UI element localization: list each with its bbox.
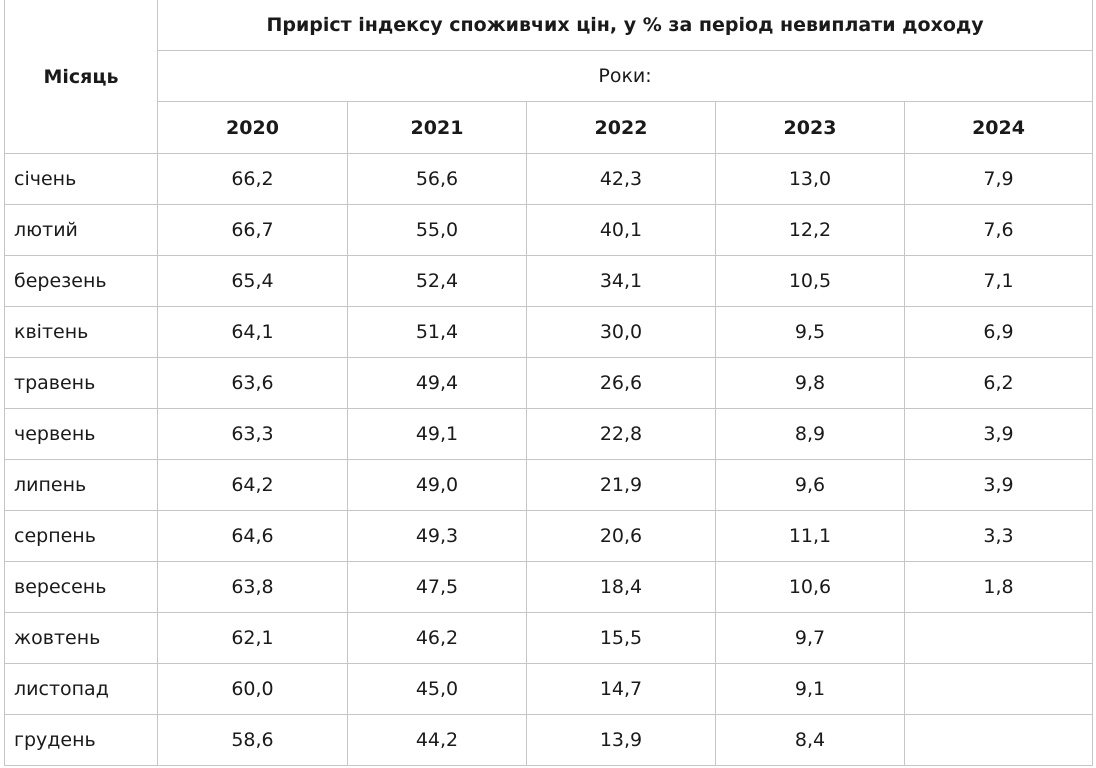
value-cell: 10,6 [715, 561, 905, 613]
table-row: березень 65,4 52,4 34,1 10,5 7,1 [4, 255, 1094, 307]
value-cell: 15,5 [526, 612, 716, 664]
value-cell: 49,4 [347, 357, 527, 409]
value-cell: 6,2 [903, 357, 1094, 409]
value-cell: 3,9 [903, 459, 1094, 511]
value-cell: 13,9 [526, 714, 716, 766]
month-cell: грудень [4, 714, 158, 766]
table-row: листопад 60,0 45,0 14,7 9,1 [4, 663, 1094, 715]
month-cell: січень [4, 153, 158, 205]
value-cell: 9,1 [715, 663, 905, 715]
value-cell: 52,4 [347, 255, 527, 307]
month-column-header: Місяць [4, 0, 158, 154]
cpi-table: Місяць Приріст індексу споживчих цін, у … [4, 0, 1094, 766]
month-cell: серпень [4, 510, 158, 562]
month-cell: липень [4, 459, 158, 511]
value-cell: 45,0 [347, 663, 527, 715]
table-row: травень 63,6 49,4 26,6 9,8 6,2 [4, 357, 1094, 409]
value-cell: 10,5 [715, 255, 905, 307]
value-cell: 63,3 [157, 408, 348, 460]
value-cell: 62,1 [157, 612, 348, 664]
value-cell: 14,7 [526, 663, 716, 715]
value-cell: 49,0 [347, 459, 527, 511]
value-cell: 49,1 [347, 408, 527, 460]
value-cell: 64,6 [157, 510, 348, 562]
value-cell: 3,3 [903, 510, 1094, 562]
table-row: червень 63,3 49,1 22,8 8,9 3,9 [4, 408, 1094, 460]
value-cell: 26,6 [526, 357, 716, 409]
value-cell: 20,6 [526, 510, 716, 562]
value-cell: 7,1 [903, 255, 1094, 307]
table-row: вересень 63,8 47,5 18,4 10,6 1,8 [4, 561, 1094, 613]
value-cell: 63,8 [157, 561, 348, 613]
table-row: квітень 64,1 51,4 30,0 9,5 6,9 [4, 306, 1094, 358]
value-cell: 40,1 [526, 204, 716, 256]
years-label: Роки: [156, 50, 1094, 102]
value-cell: 22,8 [526, 408, 716, 460]
year-header: 2023 [715, 101, 905, 154]
table-header: Місяць Приріст індексу споживчих цін, у … [4, 0, 1094, 154]
value-cell: 46,2 [347, 612, 527, 664]
value-cell: 60,0 [157, 663, 348, 715]
value-cell: 55,0 [347, 204, 527, 256]
value-cell: 64,2 [157, 459, 348, 511]
table-row: жовтень 62,1 46,2 15,5 9,7 [4, 612, 1094, 664]
value-cell: 9,7 [715, 612, 905, 664]
value-cell: 51,4 [347, 306, 527, 358]
year-header: 2021 [347, 101, 527, 154]
table-row: січень 66,2 56,6 42,3 13,0 7,9 [4, 153, 1094, 205]
value-cell: 66,2 [157, 153, 348, 205]
value-cell: 11,1 [715, 510, 905, 562]
value-cell: 63,6 [157, 357, 348, 409]
value-cell: 30,0 [526, 306, 716, 358]
month-cell: квітень [4, 306, 158, 358]
value-cell: 56,6 [347, 153, 527, 205]
year-header: 2024 [903, 101, 1094, 154]
table-row: серпень 64,6 49,3 20,6 11,1 3,3 [4, 510, 1094, 562]
year-header: 2020 [157, 101, 348, 154]
value-cell [903, 663, 1094, 715]
value-cell [903, 612, 1094, 664]
month-cell: лютий [4, 204, 158, 256]
table-row: грудень 58,6 44,2 13,9 8,4 [4, 714, 1094, 766]
value-cell: 64,1 [157, 306, 348, 358]
value-cell: 44,2 [347, 714, 527, 766]
value-cell: 8,4 [715, 714, 905, 766]
month-cell: жовтень [4, 612, 158, 664]
value-cell: 13,0 [715, 153, 905, 205]
value-cell: 21,9 [526, 459, 716, 511]
table-body: січень 66,2 56,6 42,3 13,0 7,9 лютий 66,7 55,0 40… [4, 153, 1094, 766]
value-cell: 7,9 [903, 153, 1094, 205]
value-cell: 66,7 [157, 204, 348, 256]
value-cell: 1,8 [903, 561, 1094, 613]
month-cell: травень [4, 357, 158, 409]
month-cell: листопад [4, 663, 158, 715]
value-cell: 47,5 [347, 561, 527, 613]
value-cell: 6,9 [903, 306, 1094, 358]
year-header: 2022 [526, 101, 716, 154]
value-cell: 9,5 [715, 306, 905, 358]
value-cell: 7,6 [903, 204, 1094, 256]
value-cell: 49,3 [347, 510, 527, 562]
value-cell: 58,6 [157, 714, 348, 766]
table-row: лютий 66,7 55,0 40,1 12,2 7,6 [4, 204, 1094, 256]
value-cell: 18,4 [526, 561, 716, 613]
table-row: липень 64,2 49,0 21,9 9,6 3,9 [4, 459, 1094, 511]
value-cell: 3,9 [903, 408, 1094, 460]
month-cell: червень [4, 408, 158, 460]
value-cell [903, 714, 1094, 766]
value-cell: 12,2 [715, 204, 905, 256]
value-cell: 65,4 [157, 255, 348, 307]
value-cell: 9,6 [715, 459, 905, 511]
month-cell: вересень [4, 561, 158, 613]
value-cell: 8,9 [715, 408, 905, 460]
value-cell: 34,1 [526, 255, 716, 307]
value-cell: 42,3 [526, 153, 716, 205]
table-title: Приріст індексу споживчих цін, у % за пе… [156, 0, 1094, 51]
value-cell: 9,8 [715, 357, 905, 409]
month-cell: березень [4, 255, 158, 307]
